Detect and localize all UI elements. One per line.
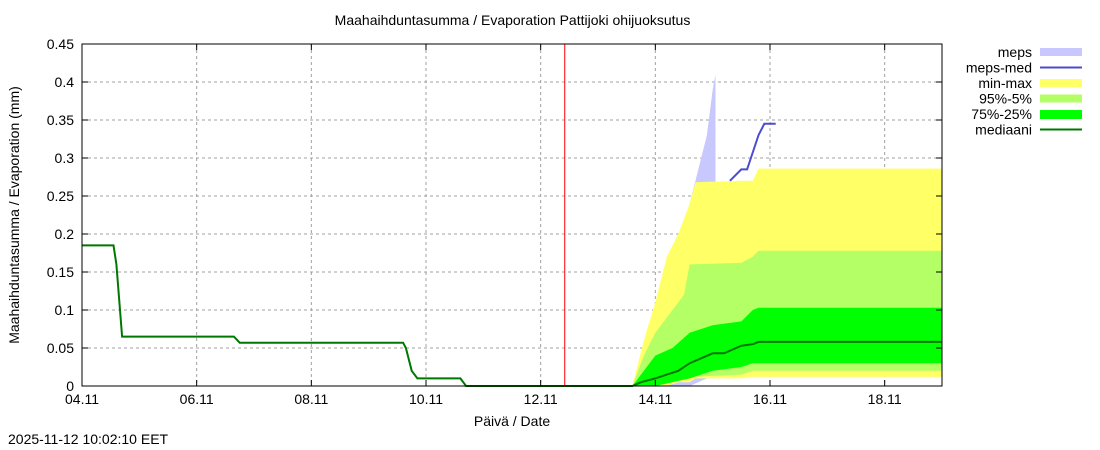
legend-swatch bbox=[1040, 79, 1082, 87]
legend-item-75-25-: 75%-25% bbox=[971, 106, 1082, 122]
x-tick-label: 10.11 bbox=[409, 391, 443, 407]
y-tick-label: 0.45 bbox=[47, 36, 74, 52]
x-tick-label: 08.11 bbox=[294, 391, 328, 407]
legend-label: 75%-25% bbox=[971, 106, 1032, 122]
legend-swatch bbox=[1040, 94, 1082, 103]
axis-ticks: 0 0.05 0.1 0.15 0.2 0.25 0.3 0.35 0.4 0.45 04.11 06… bbox=[47, 36, 942, 407]
y-tick-label: 0.35 bbox=[47, 112, 74, 128]
y-tick-label: 0.15 bbox=[47, 264, 74, 280]
legend-label: min-max bbox=[978, 75, 1032, 91]
y-tick-label: 0 bbox=[66, 378, 74, 394]
x-tick-label: 16.11 bbox=[753, 391, 787, 407]
y-tick-label: 0.4 bbox=[55, 74, 75, 90]
plot-frame bbox=[81, 43, 943, 387]
y-tick-label: 0.25 bbox=[47, 188, 74, 204]
legend-item-95-5-: 95%-5% bbox=[979, 91, 1082, 107]
legend-item-meps-med: meps-med bbox=[966, 60, 1082, 76]
band-75-25- bbox=[632, 307, 942, 386]
legend-item-mediaani: mediaani bbox=[975, 122, 1082, 138]
y-tick-label: 0.1 bbox=[55, 302, 75, 318]
y-tick-label: 0.2 bbox=[55, 226, 75, 242]
x-tick-label: 18.11 bbox=[868, 391, 902, 407]
legend-label: meps-med bbox=[966, 60, 1032, 76]
x-axis-label: Päivä / Date bbox=[473, 413, 551, 429]
legend-swatch bbox=[1040, 110, 1082, 119]
x-tick-label: 06.11 bbox=[180, 391, 214, 407]
y-tick-label: 0.05 bbox=[47, 340, 74, 356]
x-tick-label: 14.11 bbox=[638, 391, 672, 407]
forecast-bands bbox=[632, 74, 942, 387]
legend-label: meps bbox=[998, 44, 1032, 60]
line-meps-med bbox=[729, 122, 776, 182]
legend-item-min-max: min-max bbox=[978, 75, 1082, 91]
legend-label: mediaani bbox=[975, 122, 1032, 138]
chart-title: Maahaihduntasumma / Evaporation Pattijok… bbox=[334, 12, 691, 28]
y-tick-label: 0.3 bbox=[55, 150, 75, 166]
legend-label: 95%-5% bbox=[979, 91, 1032, 107]
legend-item-meps: meps bbox=[998, 44, 1082, 60]
generated-timestamp: 2025-11-12 10:02:10 EET bbox=[8, 431, 169, 447]
x-tick-label: 12.11 bbox=[524, 391, 558, 407]
legend-swatch bbox=[1040, 48, 1082, 56]
x-tick-label: 04.11 bbox=[65, 391, 99, 407]
